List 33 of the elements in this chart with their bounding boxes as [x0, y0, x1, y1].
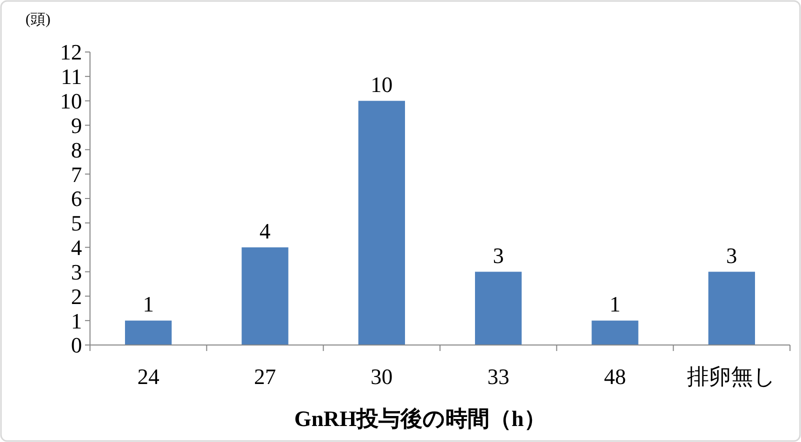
data-label: 1 — [142, 292, 154, 317]
y-tick-label: 11 — [60, 64, 82, 90]
x-tick-label: 排卵無し — [687, 364, 776, 389]
bar — [708, 272, 755, 345]
bar — [125, 320, 172, 345]
x-tick-label: 48 — [604, 364, 626, 389]
data-label: 1 — [610, 292, 620, 317]
x-tick-label: 24 — [137, 364, 160, 389]
y-tick-label: 7 — [71, 162, 82, 187]
y-tick-label: 0 — [71, 332, 82, 358]
y-tick-label: 3 — [71, 259, 82, 284]
y-axis-title: (頭) — [26, 12, 50, 28]
bar — [475, 272, 522, 345]
data-label: 3 — [726, 242, 738, 268]
y-tick-label: 1 — [71, 308, 82, 334]
data-label: 10 — [370, 72, 393, 97]
data-label: 4 — [260, 218, 270, 244]
y-tick-label: 6 — [71, 186, 82, 212]
x-tick-label: 33 — [487, 364, 510, 389]
x-axis-title: GnRH投与後の時間（h） — [294, 406, 546, 431]
x-tick-label: 30 — [370, 364, 393, 389]
y-tick-label: 9 — [71, 112, 82, 138]
bar — [358, 100, 405, 345]
y-tick-label: 5 — [71, 210, 82, 236]
y-tick-label: 2 — [71, 284, 82, 309]
x-tick-label: 27 — [254, 364, 276, 389]
bar — [242, 247, 288, 345]
bar — [592, 320, 638, 345]
y-tick-label: 10 — [60, 88, 82, 114]
y-tick-label: 8 — [71, 137, 82, 162]
data-label: 3 — [492, 242, 504, 268]
y-tick-label: 12 — [60, 40, 82, 65]
y-tick-label: 4 — [71, 235, 82, 260]
